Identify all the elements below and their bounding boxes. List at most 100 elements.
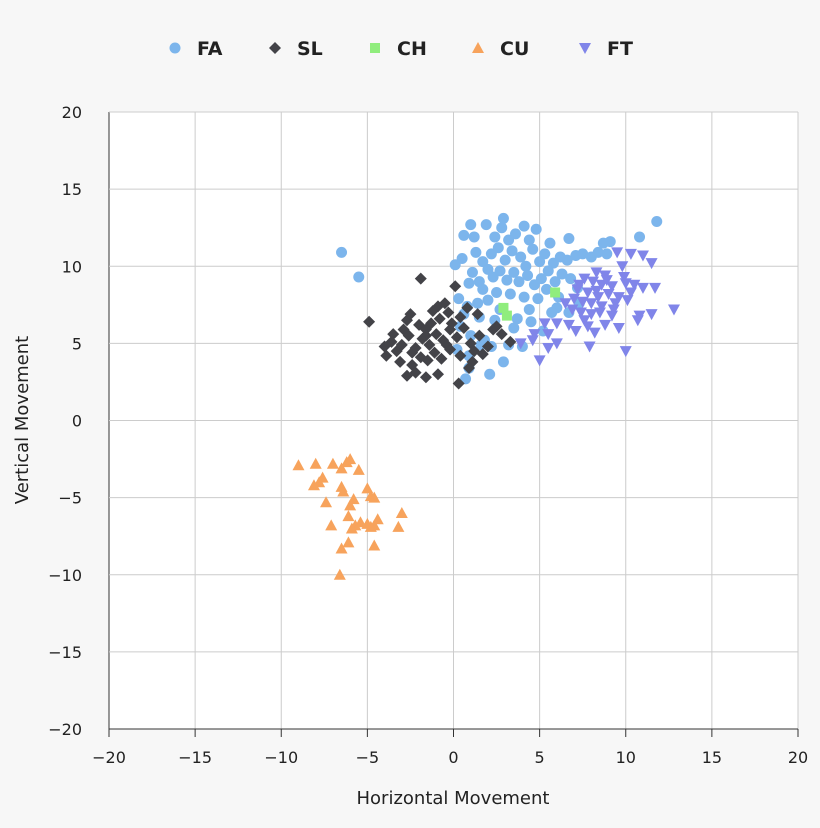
point-cu (345, 522, 358, 534)
point-sl (438, 297, 451, 310)
legend-item-sl[interactable]: SL (269, 38, 323, 60)
point-sl (380, 349, 393, 362)
point-fa (463, 277, 475, 289)
x-tick-label: 20 (788, 748, 808, 767)
x-tick-label: 0 (448, 748, 458, 767)
legend-item-ft[interactable]: FT (579, 38, 633, 60)
point-ft (550, 318, 563, 330)
y-tick-label: 15 (62, 180, 82, 199)
point-fa (563, 232, 575, 244)
legend-diamond-icon (269, 42, 281, 54)
point-sl (419, 371, 432, 384)
point-sl (445, 317, 458, 330)
point-fa (508, 266, 520, 278)
point-fa (508, 322, 520, 334)
point-sl (425, 317, 438, 330)
legend-item-ch[interactable]: CH (370, 38, 427, 60)
point-fa (527, 243, 539, 255)
point-sl (363, 315, 376, 328)
point-fa (492, 242, 504, 254)
point-fa (534, 256, 546, 268)
point-sl (428, 346, 441, 359)
point-ft (624, 248, 637, 260)
point-fa (518, 220, 530, 232)
point-fa (501, 274, 513, 286)
point-ch (550, 287, 561, 298)
point-ft (628, 279, 641, 291)
point-ft (538, 318, 551, 330)
point-cu (392, 520, 405, 532)
x-axis-title: Horizontal Movement (357, 788, 550, 809)
y-tick-labels: 20 15 10 5 0 −5 −10 −15 −20 (48, 103, 82, 739)
point-fa (544, 237, 556, 249)
point-ft (576, 296, 589, 308)
point-ft (636, 282, 649, 294)
point-cu (316, 471, 329, 483)
point-fa (541, 283, 553, 295)
point-cu (337, 485, 350, 497)
point-ft (578, 315, 591, 327)
legend-triangle-icon (472, 42, 484, 53)
point-fa (482, 294, 494, 306)
point-ft (590, 267, 603, 279)
point-fa (592, 246, 604, 258)
point-ft (566, 304, 579, 316)
legend-label: FA (197, 38, 223, 60)
legend-item-fa[interactable]: FA (169, 38, 223, 60)
y-axis-title: Vertical Movement (12, 336, 33, 504)
point-ft (607, 304, 620, 316)
point-cu (320, 496, 333, 508)
point-cu (347, 493, 360, 505)
point-fa (546, 307, 558, 319)
point-fa (506, 245, 518, 257)
point-cu (335, 462, 348, 474)
point-ft (616, 261, 629, 273)
point-ft (528, 329, 541, 341)
legend: FA SL CH CU FT (169, 38, 633, 60)
point-ft (562, 319, 575, 331)
grid (108, 111, 799, 737)
point-cu (368, 539, 381, 551)
point-ft (588, 327, 601, 339)
point-fa (520, 260, 532, 272)
point-sl (421, 354, 434, 367)
point-sl (461, 301, 474, 314)
point-fa (539, 248, 551, 260)
point-fa (477, 283, 489, 295)
point-ft (612, 292, 625, 304)
point-ft (624, 287, 637, 299)
point-ft (595, 279, 608, 291)
point-fa (504, 288, 516, 300)
point-ft (593, 307, 606, 319)
x-tick-label: 10 (616, 748, 636, 767)
point-fa (565, 273, 577, 285)
point-ft (578, 273, 591, 285)
point-fa (513, 276, 525, 288)
point-ft (574, 307, 587, 319)
point-sl (397, 323, 410, 336)
point-cu (395, 507, 408, 519)
point-sl (471, 308, 484, 321)
point-fa (465, 219, 477, 231)
x-tick-label: −20 (92, 748, 126, 767)
point-ft (573, 279, 586, 291)
point-sl (387, 328, 400, 341)
point-cu (354, 516, 367, 528)
point-cu (342, 536, 355, 548)
point-ft (619, 278, 632, 290)
point-cu (335, 542, 348, 554)
point-cu (368, 491, 381, 503)
point-cu (342, 510, 355, 522)
point-ft (533, 355, 546, 367)
point-fa (556, 268, 568, 280)
point-sl (454, 349, 467, 362)
legend-item-cu[interactable]: CU (472, 38, 529, 60)
point-fa (497, 212, 509, 224)
point-ft (631, 315, 644, 327)
point-fa (549, 276, 561, 288)
y-tick-label: 10 (62, 257, 82, 276)
data-points (292, 212, 680, 580)
point-fa (472, 297, 484, 309)
point-sl (450, 331, 463, 344)
